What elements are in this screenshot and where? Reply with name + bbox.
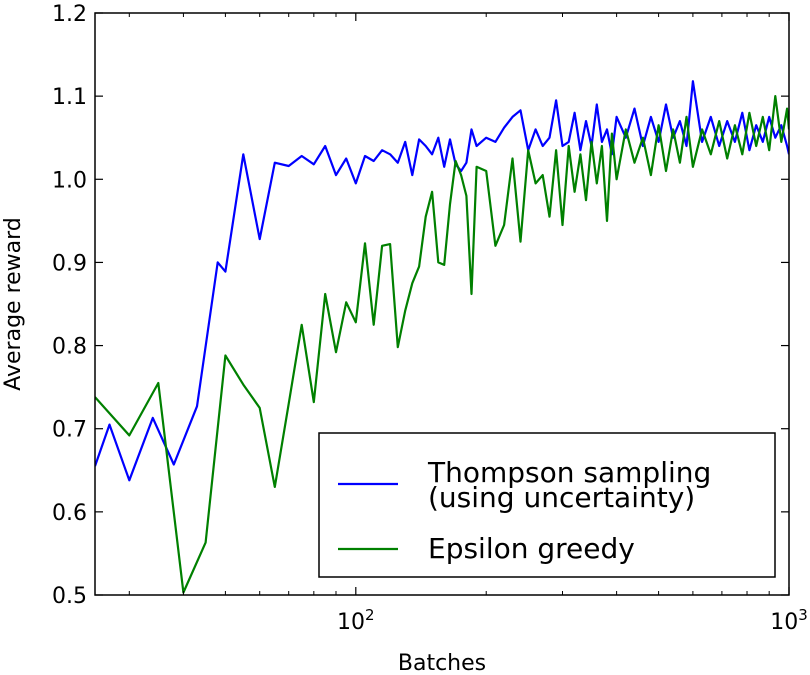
y-tick-label: 0.8 bbox=[52, 335, 87, 360]
y-tick-label: 0.9 bbox=[52, 251, 87, 276]
y-tick-label: 1.2 bbox=[52, 2, 87, 27]
series-layer bbox=[95, 80, 789, 594]
y-tick-label: 0.7 bbox=[52, 418, 87, 443]
series-line-thompson bbox=[95, 80, 789, 482]
ticks-layer: 0.5 0.6 0.7 0.8 0.9 1.0 1.1 1.2 102 103 bbox=[52, 2, 808, 635]
x-tick-label: 102 bbox=[337, 606, 375, 635]
legend-label: Thompson sampling bbox=[427, 456, 711, 489]
legend-label: (using uncertainty) bbox=[428, 481, 695, 514]
x-axis-label: Batches bbox=[398, 651, 486, 675]
y-tick-label: 1.0 bbox=[52, 168, 87, 193]
y-tick-label: 1.1 bbox=[52, 85, 87, 110]
y-axis-label: Average reward bbox=[1, 217, 26, 391]
x-tick-label: 103 bbox=[770, 606, 808, 635]
series-line-epsilon bbox=[95, 94, 789, 594]
y-tick-label: 0.5 bbox=[52, 584, 87, 609]
legend: Thompson sampling(using uncertainty) Epsi… bbox=[318, 432, 776, 578]
plot-frame bbox=[94, 12, 790, 596]
legend-box bbox=[318, 432, 776, 578]
legend-label: Epsilon greedy bbox=[428, 532, 635, 565]
y-tick-label: 0.6 bbox=[52, 501, 87, 526]
